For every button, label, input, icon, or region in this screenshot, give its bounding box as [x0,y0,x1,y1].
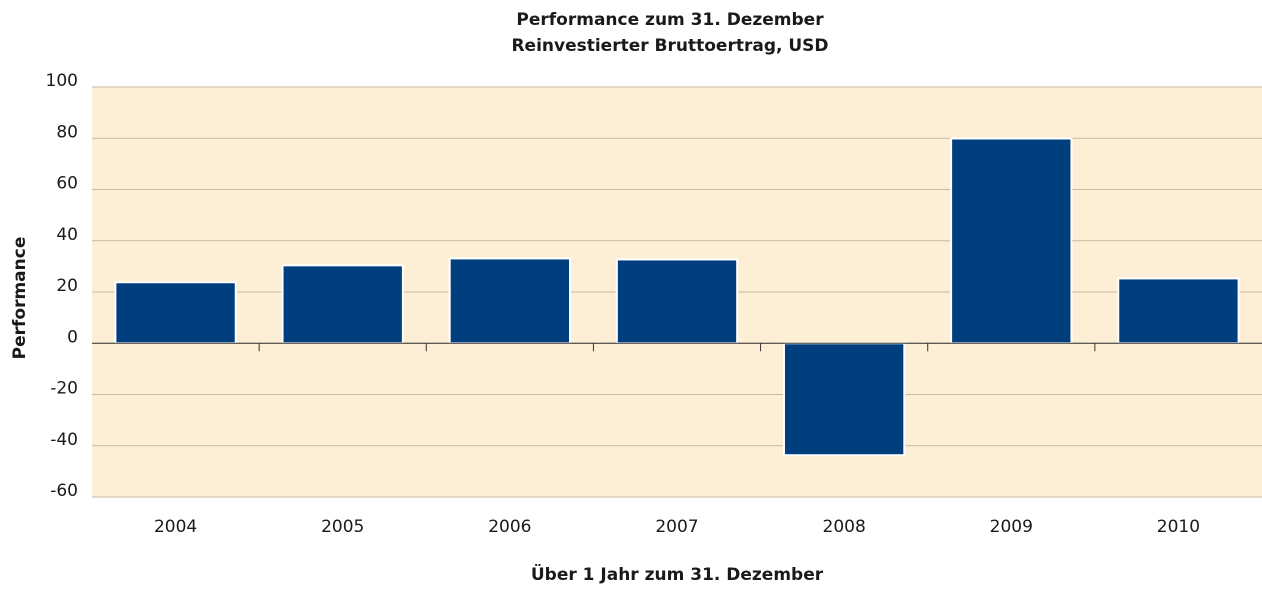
chart-title: Performance zum 31. Dezember [516,10,824,30]
y-tick-label: 100 [46,71,78,91]
y-axis-label: Performance [10,237,30,360]
x-axis-label: Über 1 Jahr zum 31. Dezember [531,563,824,585]
chart-subtitle: Reinvestierter Bruttoertrag, USD [511,36,828,56]
bar [615,258,739,345]
y-tick-label: -40 [50,430,78,450]
x-tick-label: 2009 [990,517,1033,537]
bar [950,137,1073,345]
bar [114,281,237,345]
x-tick-label: 2006 [488,517,531,537]
y-tick-label: 20 [56,276,78,296]
y-tick-label: 0 [67,327,78,347]
y-tick-label: 60 [56,174,78,194]
y-tick-label: -20 [50,379,78,399]
x-tick-label: 2010 [1157,517,1200,537]
x-tick-label: 2008 [823,517,866,537]
bar [1117,277,1240,345]
x-tick-label: 2005 [321,517,364,537]
bar [281,264,404,345]
x-tick-label: 2007 [655,517,698,537]
y-tick-label: -60 [50,481,78,501]
y-tick-label: 80 [56,122,78,142]
y-tick-label: 40 [56,225,78,245]
x-tick-label: 2004 [154,517,197,537]
bar [448,257,572,345]
bar [782,342,906,457]
